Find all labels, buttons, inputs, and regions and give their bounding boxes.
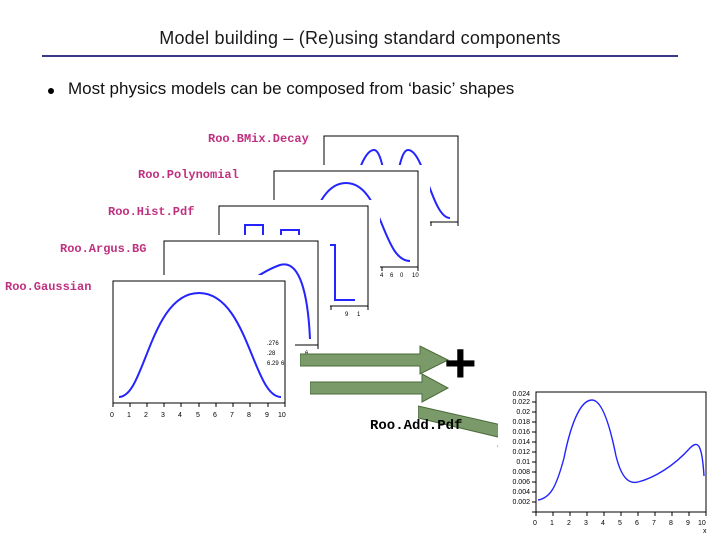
- label-rooargusbg: Roo.Argus.BG: [60, 242, 146, 256]
- svg-text:8: 8: [669, 520, 673, 527]
- svg-text:0: 0: [110, 412, 114, 419]
- svg-text:6: 6: [281, 361, 285, 367]
- svg-text:6.29: 6.29: [267, 361, 279, 367]
- svg-text:0.002: 0.002: [512, 499, 530, 506]
- svg-text:4: 4: [178, 412, 182, 419]
- svg-text:0.014: 0.014: [512, 439, 530, 446]
- svg-text:1: 1: [127, 412, 131, 419]
- svg-text:0.018: 0.018: [512, 419, 530, 426]
- svg-text:6: 6: [213, 412, 217, 419]
- svg-text:1: 1: [357, 312, 361, 318]
- svg-text:0.012: 0.012: [512, 449, 530, 456]
- svg-text:0.004: 0.004: [512, 489, 530, 496]
- svg-text:0.008: 0.008: [512, 469, 530, 476]
- svg-text:6: 6: [390, 273, 394, 279]
- label-roogaussian: Roo.Gaussian: [5, 280, 91, 294]
- svg-text:10: 10: [412, 273, 419, 279]
- svg-text:9: 9: [686, 520, 690, 527]
- svg-text:2: 2: [567, 520, 571, 527]
- svg-text:7: 7: [230, 412, 234, 419]
- svg-text:2: 2: [144, 412, 148, 419]
- svg-text:0.006: 0.006: [512, 479, 530, 486]
- svg-text:8: 8: [247, 412, 251, 419]
- label-roopolynomial: Roo.Polynomial: [138, 168, 239, 182]
- svg-text:.276: .276: [267, 341, 279, 347]
- svg-text:0: 0: [533, 520, 537, 527]
- svg-text:3: 3: [584, 520, 588, 527]
- svg-text:0.016: 0.016: [512, 429, 530, 436]
- svg-text:x: x: [703, 528, 707, 533]
- label-roobmixdecay: Roo.BMix.Decay: [208, 132, 309, 146]
- svg-text:4: 4: [380, 273, 384, 279]
- svg-text:10: 10: [698, 520, 706, 527]
- svg-text:10: 10: [278, 412, 286, 419]
- svg-text:1: 1: [550, 520, 554, 527]
- label-roohistpdf: Roo.Hist.Pdf: [108, 205, 194, 219]
- svg-text:5: 5: [618, 520, 622, 527]
- label-rooaddpdf: Roo.Add.Pdf: [370, 418, 462, 434]
- plot-gaussian: 012345678910 .276.286.296: [95, 275, 295, 425]
- svg-text:6: 6: [635, 520, 639, 527]
- svg-text:3: 3: [161, 412, 165, 419]
- svg-text:0: 0: [400, 273, 404, 279]
- plus-icon: +: [444, 335, 477, 391]
- svg-text:9: 9: [265, 412, 269, 419]
- svg-text:0.01: 0.01: [516, 459, 530, 466]
- plot-result: 0.002 0.004 0.006 0.008 0.01 0.012 0.014…: [498, 388, 713, 533]
- svg-text:0.022: 0.022: [512, 399, 530, 406]
- svg-text:9: 9: [345, 312, 349, 318]
- svg-text:7: 7: [652, 520, 656, 527]
- svg-text:.28: .28: [267, 351, 276, 357]
- svg-text:5: 5: [196, 412, 200, 419]
- svg-text:4: 4: [601, 520, 605, 527]
- svg-text:0.02: 0.02: [516, 409, 530, 416]
- svg-text:0.024: 0.024: [512, 391, 530, 398]
